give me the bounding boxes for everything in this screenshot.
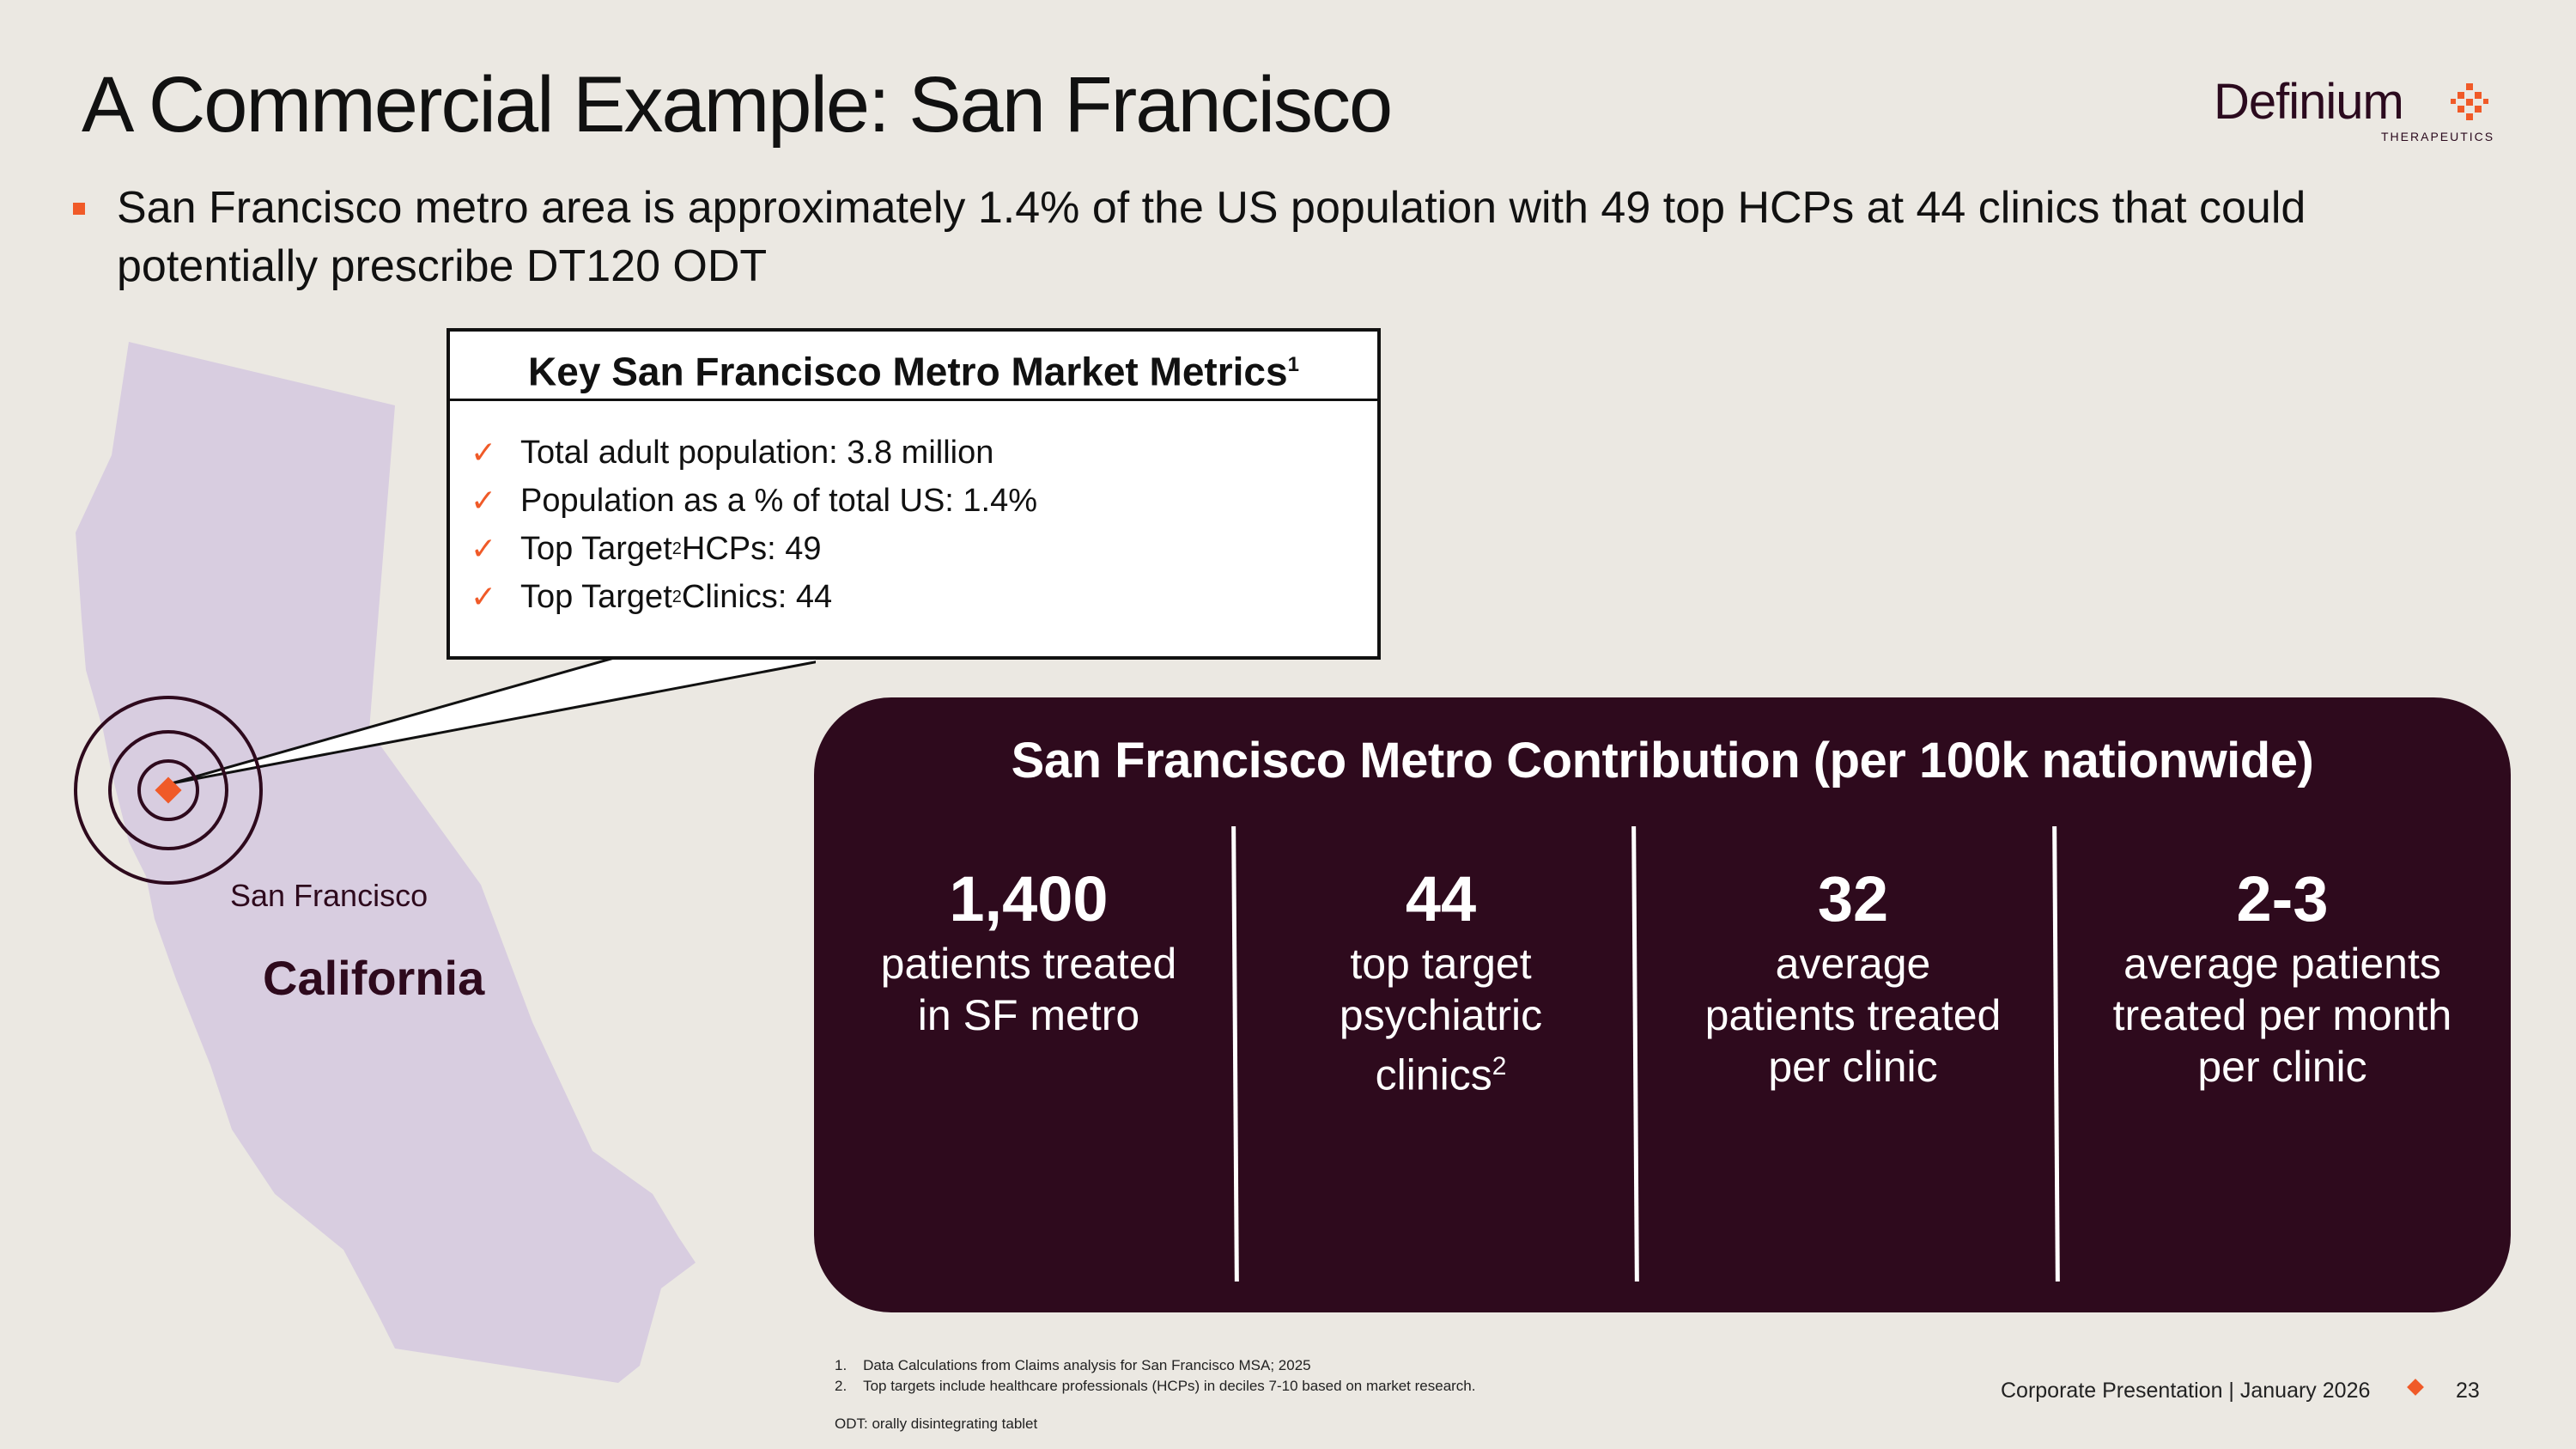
metric-item: ✓ Top Target 2 Clinics: 44 xyxy=(471,573,1377,621)
metric-text-rest: Clinics: 44 xyxy=(681,579,833,615)
key-metrics-title: Key San Francisco Metro Market Metrics1 xyxy=(450,332,1377,401)
stat-column: 32 average patients treated per clinic xyxy=(1656,861,2050,1093)
footer-text: Corporate Presentation | January 2026 xyxy=(2001,1379,2371,1403)
company-logo: Definium THERAPEUTICS xyxy=(2214,73,2497,150)
checkmark-icon: ✓ xyxy=(471,531,497,566)
footnote-ref: 2 xyxy=(671,588,682,606)
city-label: San Francisco xyxy=(230,878,428,913)
stat-value: 1,400 xyxy=(949,863,1109,935)
key-metrics-title-text: Key San Francisco Metro Market Metrics xyxy=(528,349,1288,394)
abbreviation-note: ODT: orally disintegrating tablet xyxy=(835,1416,1038,1432)
california-shape xyxy=(76,342,696,1383)
footnote-ref: 2 xyxy=(1492,1052,1507,1081)
state-label: California xyxy=(263,951,485,1005)
stat-description: top target psychiatric clinics2 xyxy=(1252,938,1630,1101)
stat-description: average patients treated per month per c… xyxy=(2112,940,2452,1091)
checkmark-icon: ✓ xyxy=(471,435,497,470)
column-divider xyxy=(1231,825,1239,1282)
contribution-title: San Francisco Metro Contribution (per 10… xyxy=(1011,733,2314,788)
stat-column: 1,400 patients treated in SF metro xyxy=(840,861,1218,1041)
logo-wordmark: Definium xyxy=(2214,74,2404,130)
dot-grid-icon xyxy=(2451,83,2488,120)
logo-subtitle: THERAPEUTICS xyxy=(2381,130,2495,143)
key-metrics-box: Key San Francisco Metro Market Metrics1 … xyxy=(447,328,1381,660)
footnote-ref: 2 xyxy=(671,539,682,558)
stat-value: 2-3 xyxy=(2236,863,2329,935)
metric-item: ✓ Population as a % of total US: 1.4% xyxy=(471,477,1377,525)
key-metrics-list: ✓ Total adult population: 3.8 million ✓ Po… xyxy=(450,401,1377,621)
footnote: 1. Data Calculations from Claims analysi… xyxy=(835,1357,1311,1373)
metric-text: Population as a % of total US: 1.4% xyxy=(520,483,1038,519)
stat-description: patients treated in SF metro xyxy=(880,940,1177,1039)
slide-title: A Commercial Example: San Francisco xyxy=(82,61,1393,149)
bullet-text: San Francisco metro area is approximatel… xyxy=(117,183,2306,291)
footnotes: 1. Data Calculations from Claims analysi… xyxy=(835,1355,1476,1397)
california-map xyxy=(74,342,816,1383)
stat-column: 44 top target psychiatric clinics2 xyxy=(1252,861,1630,1101)
page-number: 23 xyxy=(2456,1379,2480,1403)
footnote: 2. Top targets include healthcare profes… xyxy=(835,1378,1476,1394)
metric-text: Top Target xyxy=(520,579,672,615)
metric-text: Total adult population: 3.8 million xyxy=(520,435,994,471)
metric-item: ✓ Total adult population: 3.8 million xyxy=(471,429,1377,477)
metric-text-rest: HCPs: 49 xyxy=(681,531,822,567)
bullet-marker xyxy=(73,203,85,215)
footnote-ref: 1 xyxy=(1287,353,1299,376)
stat-description-text: top target psychiatric clinics xyxy=(1339,940,1543,1099)
column-divider xyxy=(2052,825,2060,1282)
stat-column: 2-3 average patients treated per month p… xyxy=(2076,861,2488,1093)
stat-value: 32 xyxy=(1817,863,1889,935)
column-divider xyxy=(1631,825,1639,1282)
checkmark-icon: ✓ xyxy=(471,483,497,518)
checkmark-icon: ✓ xyxy=(471,579,497,614)
stat-value: 44 xyxy=(1405,863,1477,935)
target-rings-icon xyxy=(74,696,263,885)
metric-item: ✓ Top Target 2 HCPs: 49 xyxy=(471,525,1377,573)
contribution-panel: San Francisco Metro Contribution (per 10… xyxy=(814,697,2511,1312)
stat-description: average patients treated per clinic xyxy=(1704,940,2002,1091)
metric-text: Top Target xyxy=(520,531,672,567)
diamond-icon xyxy=(2407,1379,2424,1396)
